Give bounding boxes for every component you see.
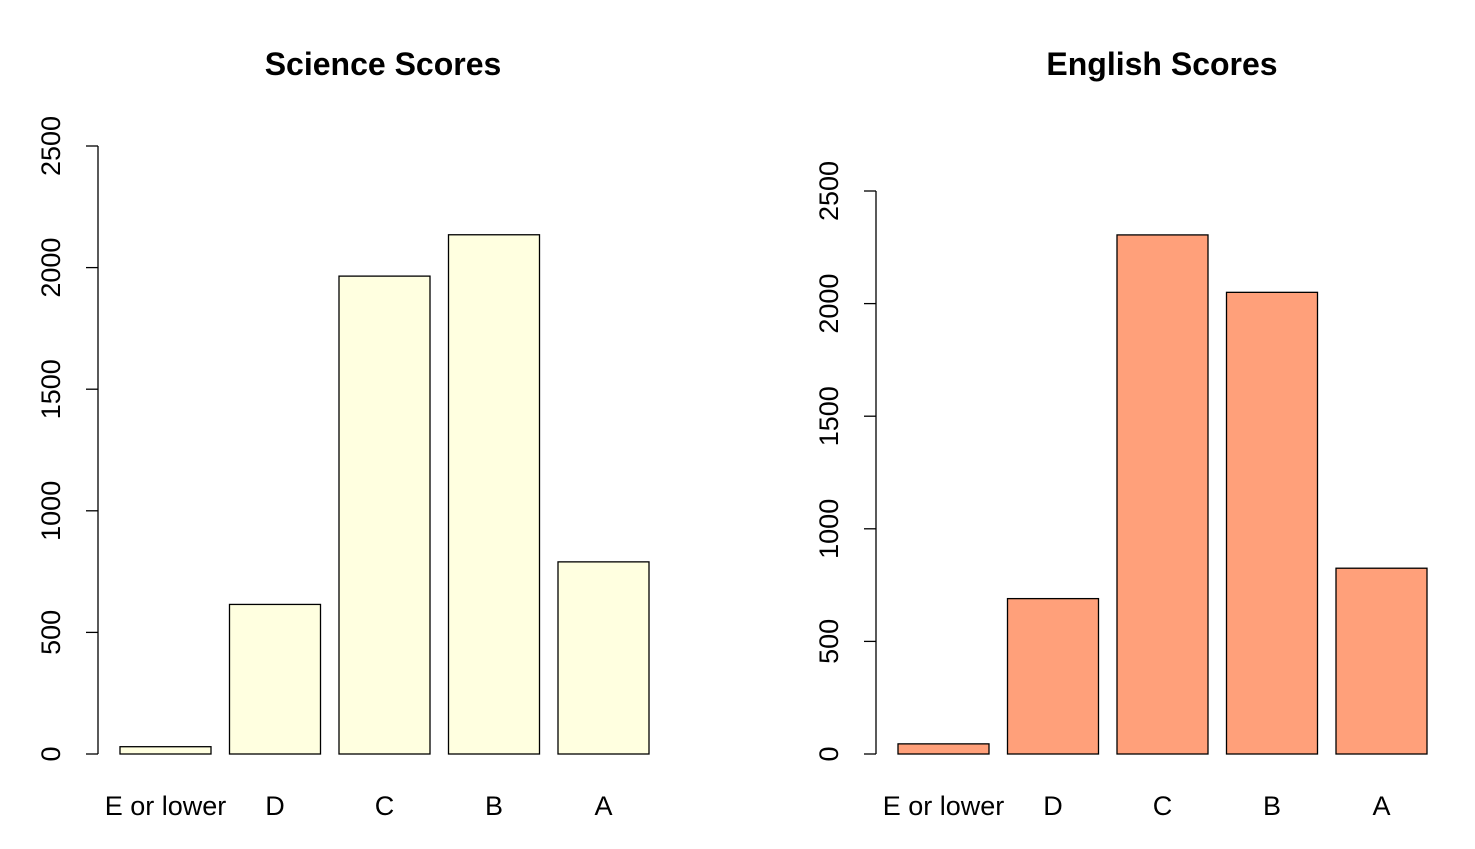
- bar: [557, 561, 650, 755]
- x-category-label: A: [594, 791, 612, 821]
- y-tick-label: 1000: [36, 481, 66, 541]
- x-category-label: C: [375, 791, 395, 821]
- y-tick-label: 1500: [814, 386, 844, 446]
- bar: [1225, 291, 1319, 755]
- x-category-label: D: [265, 791, 285, 821]
- y-tick-label: 2000: [814, 274, 844, 334]
- x-category-label: E or lower: [105, 791, 227, 821]
- bar: [119, 746, 212, 755]
- bar: [1006, 597, 1100, 755]
- x-category-label: B: [485, 791, 503, 821]
- bar: [1335, 567, 1428, 755]
- y-tick-label: 0: [36, 746, 66, 761]
- y-tick-label: 1500: [36, 359, 66, 419]
- y-tick-label: 0: [814, 746, 844, 761]
- x-category-label: C: [1153, 791, 1173, 821]
- y-tick-label: 2500: [36, 116, 66, 176]
- bar: [447, 234, 541, 755]
- y-tick-label: 1000: [814, 499, 844, 559]
- science-chart-panel: Science Scores 0 500 1000 1500 2000 2500 E or …: [36, 46, 650, 821]
- y-tick-label: 2500: [814, 161, 844, 221]
- x-category-label: E or lower: [883, 791, 1005, 821]
- y-tick-label: 500: [814, 619, 844, 664]
- y-tick-label: 500: [36, 610, 66, 655]
- bar: [338, 275, 431, 755]
- chart-title: English Scores: [1046, 46, 1277, 82]
- x-category-label: B: [1263, 791, 1281, 821]
- bar: [1116, 234, 1209, 755]
- y-tick-label: 2000: [36, 238, 66, 298]
- chart-title: Science Scores: [265, 46, 502, 82]
- english-chart-panel: English Scores 0 500 1000 1500 2000 2500 E or …: [814, 46, 1428, 821]
- bar: [897, 743, 990, 755]
- x-category-label: D: [1043, 791, 1063, 821]
- bar: [228, 603, 322, 755]
- x-category-label: A: [1372, 791, 1390, 821]
